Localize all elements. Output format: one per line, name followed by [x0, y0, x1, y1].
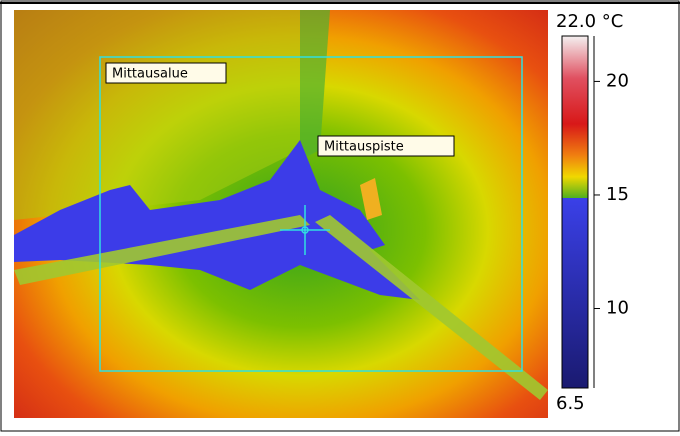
scale-max: 22.0 °C — [556, 11, 623, 32]
tick-label: 15 — [606, 184, 629, 205]
point-label: Mittauspiste — [324, 140, 404, 155]
color-scale — [561, 35, 589, 389]
scale-ticks: 10 15 20 — [594, 70, 629, 319]
tick-label: 20 — [606, 70, 629, 91]
area-label: Mittausalue — [112, 67, 188, 82]
scale-min: 6.5 — [556, 393, 585, 414]
measurement-area — [99, 56, 523, 372]
thermal-image — [14, 10, 548, 418]
tick-label: 10 — [606, 298, 629, 319]
label-box — [105, 62, 227, 84]
crosshair — [280, 205, 330, 255]
label-box — [317, 135, 455, 157]
